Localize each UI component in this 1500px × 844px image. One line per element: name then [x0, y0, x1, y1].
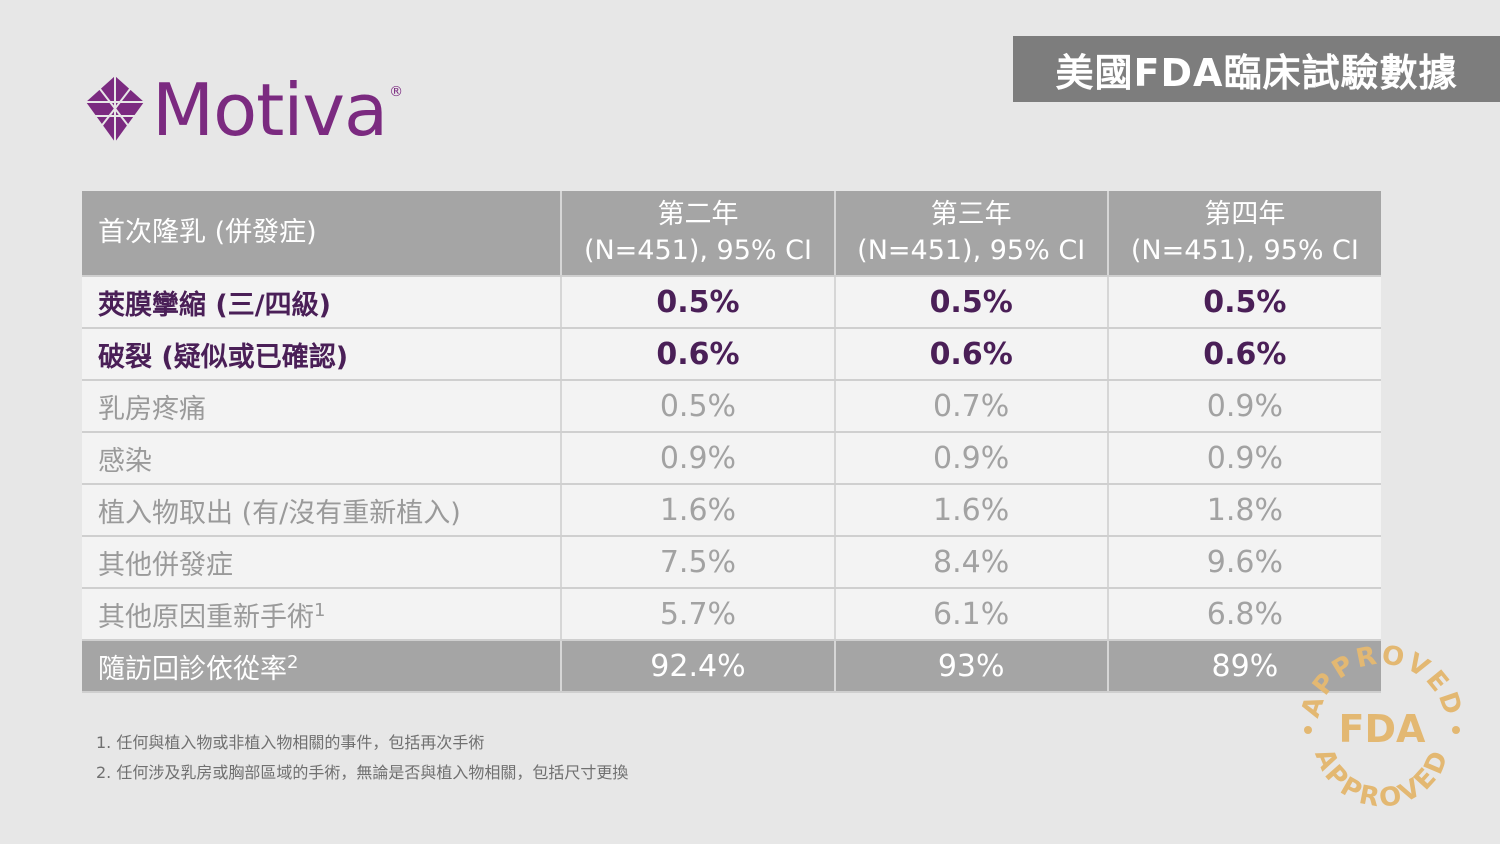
row-label: 隨訪回診依從率 — [98, 653, 287, 685]
table-row: 其他併發症 7.5% 8.4% 9.6% — [82, 536, 1381, 589]
table-row: 植入物取出 (有/沒有重新植入) 1.6% 1.6% 1.8% — [82, 484, 1381, 537]
row-label: 莢膜攣縮 (三/四級) — [82, 276, 563, 329]
header-label: 首次隆乳 (併發症) — [82, 191, 563, 277]
year-label: 第三年 — [930, 199, 1012, 230]
footnotes: 1. 任何與植入物或非植入物相關的事件，包括再次手術 2. 任何涉及乳房或胸部區… — [96, 728, 628, 788]
footnote-1: 1. 任何與植入物或非植入物相關的事件，包括再次手術 — [96, 733, 485, 752]
row-value: 0.5% — [561, 380, 836, 433]
row-value: 0.5% — [834, 276, 1109, 329]
row-value: 1.6% — [561, 484, 836, 537]
stamp-bottom-text: APPROVED — [1308, 744, 1453, 814]
row-value: 5.7% — [561, 588, 836, 641]
clinical-data-table: 首次隆乳 (併發症) 第二年 (N=451), 95% CI 第三年 (N=451)… — [82, 191, 1381, 693]
table-row: 破裂 (疑似或已確認) 0.6% 0.6% 0.6% — [82, 328, 1381, 381]
leaf-logo-icon — [86, 76, 144, 142]
fda-approved-stamp-icon: APPROVED APPROVED FDA — [1296, 642, 1465, 814]
year-sub: (N=451), 95% CI — [583, 235, 812, 266]
row-label: 感染 — [82, 432, 563, 485]
row-label: 其他原因重新手術 — [98, 601, 314, 633]
table-row: 莢膜攣縮 (三/四級) 0.5% 0.5% 0.5% — [82, 276, 1381, 329]
year-label: 第四年 — [1204, 199, 1286, 230]
row-label: 破裂 (疑似或已確認) — [82, 328, 563, 381]
row-value: 0.5% — [1107, 276, 1381, 329]
row-value: 0.6% — [561, 328, 836, 381]
row-value: 93% — [834, 640, 1109, 693]
table-header-row: 首次隆乳 (併發症) 第二年 (N=451), 95% CI 第三年 (N=451)… — [82, 191, 1381, 277]
year-label: 第二年 — [657, 199, 739, 230]
row-value: 0.6% — [834, 328, 1109, 381]
row-label-cell: 其他原因重新手術1 — [82, 588, 563, 641]
table-row: 乳房疼痛 0.5% 0.7% 0.9% — [82, 380, 1381, 433]
stamp-center-text: FDA — [1339, 707, 1427, 751]
row-value: 1.6% — [834, 484, 1109, 537]
row-label: 其他併發症 — [82, 536, 563, 589]
header-year-4: 第四年 (N=451), 95% CI — [1107, 191, 1381, 277]
table-row: 其他原因重新手術1 5.7% 6.1% 6.8% — [82, 588, 1381, 641]
footnote-2: 2. 任何涉及乳房或胸部區域的手術，無論是否與植入物相關，包括尺寸更換 — [96, 763, 629, 782]
year-sub: (N=451), 95% CI — [857, 235, 1086, 266]
row-value: 0.6% — [1107, 328, 1381, 381]
row-value: 0.9% — [1107, 432, 1381, 485]
page-title: 美國FDA臨床試驗數據 — [1013, 36, 1500, 102]
row-value: 0.9% — [1107, 380, 1381, 433]
row-value: 6.8% — [1107, 588, 1381, 641]
footnote-ref: 1 — [314, 599, 326, 621]
row-value: 7.5% — [561, 536, 836, 589]
table-row: 感染 0.9% 0.9% 0.9% — [82, 432, 1381, 485]
row-value: 89% — [1107, 640, 1381, 693]
footnote-ref: 2 — [287, 651, 299, 673]
row-value: 1.8% — [1107, 484, 1381, 537]
header-year-3: 第三年 (N=451), 95% CI — [834, 191, 1109, 277]
motiva-logo: Motiva ® — [82, 66, 403, 146]
registered-mark: ® — [389, 84, 404, 100]
row-value: 9.6% — [1107, 536, 1381, 589]
row-value: 0.9% — [561, 432, 836, 485]
table-row-followup: 隨訪回診依從率2 92.4% 93% 89% — [82, 640, 1381, 693]
year-sub: (N=451), 95% CI — [1130, 235, 1359, 266]
row-label: 植入物取出 (有/沒有重新植入) — [82, 484, 563, 537]
brand-name: Motiva — [152, 68, 388, 152]
row-value: 6.1% — [834, 588, 1109, 641]
header-year-2: 第二年 (N=451), 95% CI — [561, 191, 836, 277]
svg-text:APPROVED: APPROVED — [1308, 744, 1456, 814]
row-value: 0.9% — [834, 432, 1109, 485]
row-value: 0.5% — [561, 276, 836, 329]
row-value: 92.4% — [561, 640, 836, 693]
row-label: 乳房疼痛 — [82, 380, 563, 433]
row-value: 8.4% — [834, 536, 1109, 589]
row-value: 0.7% — [834, 380, 1109, 433]
row-label-cell: 隨訪回診依從率2 — [82, 640, 563, 693]
